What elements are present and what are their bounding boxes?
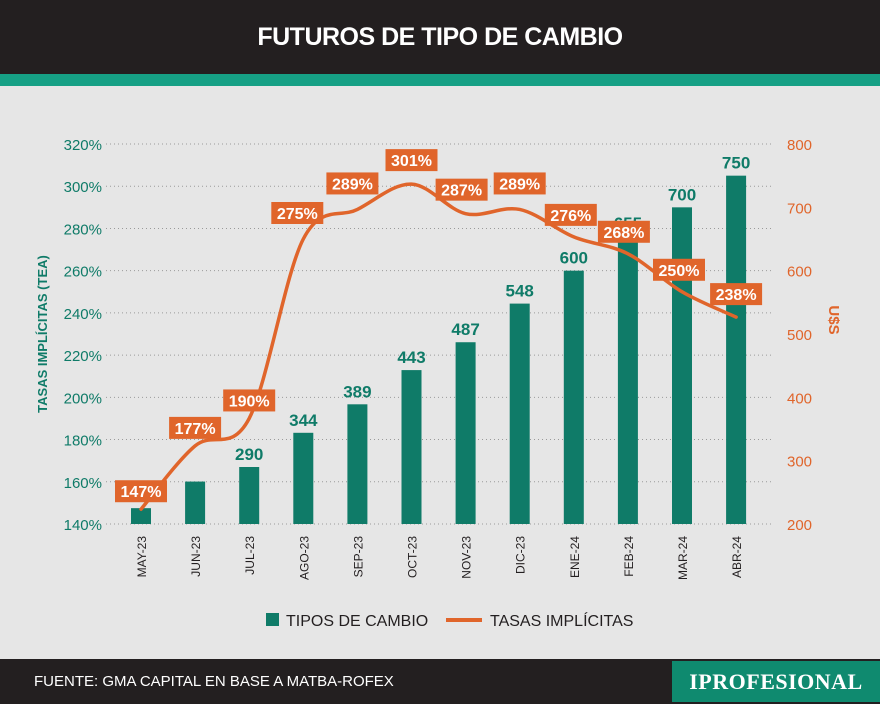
bar — [617, 235, 638, 525]
left-axis-title: TASAS IMPLÍCITAS (TEA) — [35, 255, 50, 413]
bar-value-label: 290 — [235, 445, 263, 464]
line-value-label: 276% — [550, 208, 591, 225]
bar — [726, 175, 747, 524]
bar-value-label: 700 — [668, 185, 696, 204]
bar-value-label: 344 — [289, 411, 318, 430]
x-tick-label: NOV-23 — [460, 536, 474, 579]
x-tick-label: ENE-24 — [568, 536, 582, 578]
bar — [347, 404, 368, 524]
line-value-label: 238% — [716, 287, 757, 304]
line-label-box — [653, 258, 705, 281]
line-value-label: 177% — [175, 421, 216, 438]
left-tick-label: 200% — [64, 390, 102, 407]
bar — [563, 270, 584, 524]
chart-area: 140% 160% 180% 200% 220% 240% 260% 280% 300% 320%… — [0, 86, 880, 659]
bar — [239, 467, 260, 524]
bar — [455, 342, 476, 524]
line-label-box — [115, 480, 167, 503]
left-tick-label: 320% — [64, 137, 102, 154]
legend-label-line: TASAS IMPLÍCITAS — [490, 611, 633, 630]
left-tick-label: 240% — [64, 306, 102, 323]
bar — [131, 508, 151, 524]
line-value-label: 289% — [332, 176, 373, 193]
left-tick-label: 140% — [64, 517, 102, 534]
bar-value-label: 750 — [722, 154, 750, 173]
line-label-box — [493, 172, 546, 195]
bar-value-label: 487 — [451, 320, 479, 339]
x-tick-label: MAR-24 — [676, 536, 690, 580]
x-tick-label: JUL-23 — [243, 536, 257, 575]
legend-swatch-bar — [266, 613, 279, 626]
x-tick-label: MAY-23 — [135, 536, 149, 578]
line-label-box — [169, 416, 222, 439]
x-tick-label: OCT-23 — [406, 536, 420, 578]
bar — [509, 303, 530, 524]
right-tick-label: 700 — [787, 200, 812, 217]
left-tick-label: 260% — [64, 264, 102, 281]
line-value-label: 147% — [121, 484, 162, 501]
x-tick-label: DIC-23 — [514, 536, 528, 574]
left-tick-label: 280% — [64, 221, 102, 238]
source-text: FUENTE: GMA CAPITAL EN BASE A MATBA-ROFE… — [34, 673, 394, 690]
line-label-box — [710, 283, 763, 306]
x-tick-label: SEP-23 — [351, 536, 365, 578]
bar — [672, 207, 692, 524]
bar-value-label: 389 — [343, 382, 371, 401]
line-label-box — [544, 203, 597, 226]
bar — [401, 370, 422, 524]
x-tick-label: JUN-23 — [189, 536, 203, 577]
brand-logo: IPROFESIONAL — [672, 661, 880, 702]
line-value-label: 190% — [229, 393, 270, 410]
right-tick-label: 500 — [787, 327, 812, 344]
right-tick-label: 800 — [787, 137, 812, 154]
bar — [293, 432, 314, 524]
page-title: FUTUROS DE TIPO DE CAMBIO — [257, 22, 623, 51]
left-tick-label: 300% — [64, 179, 102, 196]
line-series-implied-rates — [139, 182, 738, 511]
x-tick-label: ABR-24 — [730, 536, 744, 578]
left-tick-label: 160% — [64, 475, 102, 492]
line-value-label: 275% — [277, 206, 318, 223]
line-label-box — [435, 178, 488, 201]
left-tick-label: 220% — [64, 348, 102, 365]
line-value-label: 268% — [603, 225, 644, 242]
x-tick-label: AGO-23 — [297, 536, 311, 580]
line-label-box — [223, 389, 276, 412]
right-tick-label: 400 — [787, 390, 812, 407]
bar-value-label: 600 — [560, 249, 588, 268]
line-value-label: 289% — [499, 176, 540, 193]
line-value-label: 250% — [659, 263, 700, 280]
line-label-box — [597, 220, 650, 243]
line-label-box — [271, 202, 324, 224]
x-tick-label: FEB-24 — [622, 536, 636, 577]
accent-strip — [0, 74, 880, 86]
line-label-box — [385, 149, 438, 172]
line-label-box — [326, 172, 379, 195]
chart-svg: 140% 160% 180% 200% 220% 240% 260% 280% 300% 320%… — [35, 137, 842, 630]
right-tick-label: 200 — [787, 517, 812, 534]
bar — [185, 481, 206, 524]
right-axis-title: U$S — [825, 305, 842, 334]
line-value-label: 287% — [441, 183, 482, 200]
legend-label-bar: TIPOS DE CAMBIO — [286, 613, 428, 630]
header-bar: FUTUROS DE TIPO DE CAMBIO — [0, 0, 880, 74]
right-tick-label: 600 — [787, 264, 812, 281]
right-tick-label: 300 — [787, 454, 812, 471]
footer-bar: FUENTE: GMA CAPITAL EN BASE A MATBA-ROFE… — [0, 659, 880, 704]
bar-value-label: 443 — [397, 348, 425, 367]
line-value-label: 301% — [391, 153, 432, 170]
left-tick-label: 180% — [64, 433, 102, 450]
bar-value-label: 548 — [506, 282, 534, 301]
